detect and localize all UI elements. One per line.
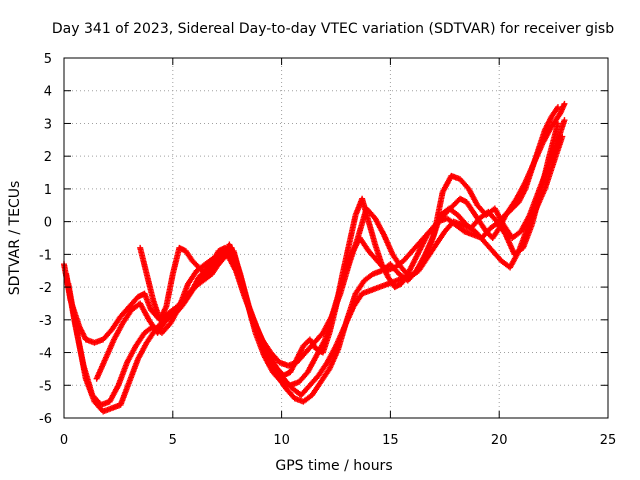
x-tick-label: 15 xyxy=(382,433,399,448)
y-tick-label: -2 xyxy=(39,281,52,296)
series-track-4 xyxy=(137,104,561,379)
data-points xyxy=(61,100,568,415)
y-tick-label: -3 xyxy=(39,314,52,329)
y-tick-label: 2 xyxy=(44,150,52,165)
x-axis-ticks: 0 5 10 15 20 25 xyxy=(60,58,616,448)
series-track-2 xyxy=(63,133,566,408)
x-tick-label: 0 xyxy=(60,433,68,448)
y-tick-label: -1 xyxy=(39,248,52,263)
y-tick-label: 5 xyxy=(44,52,52,67)
x-tick-label: 20 xyxy=(491,433,508,448)
series-track-3 xyxy=(65,117,568,415)
plot-frame xyxy=(63,57,609,419)
y-tick-label: -4 xyxy=(39,347,52,362)
x-axis-label: GPS time / hours xyxy=(275,458,392,474)
y-axis-ticks: -6 -5 -4 -3 -2 -1 0 1 2 3 4 5 xyxy=(39,52,608,427)
y-tick-label: 0 xyxy=(44,216,52,231)
data-point xyxy=(554,104,561,111)
x-tick-label: 5 xyxy=(169,433,177,448)
y-axis-label: SDTVAR / TECUs xyxy=(7,181,23,296)
y-tick-label: 3 xyxy=(44,117,52,132)
chart-title: Day 341 of 2023, Sidereal Day-to-day VTE… xyxy=(52,21,614,37)
data-point xyxy=(561,117,568,124)
x-tick-label: 10 xyxy=(273,433,290,448)
y-tick-label: -5 xyxy=(39,379,52,394)
y-tick-label: 1 xyxy=(44,183,52,198)
y-tick-label: -6 xyxy=(39,412,52,427)
data-point xyxy=(554,120,561,127)
y-tick-label: 4 xyxy=(44,85,52,100)
series-track-5 xyxy=(93,120,561,382)
data-point xyxy=(561,100,568,107)
x-tick-label: 25 xyxy=(600,433,617,448)
